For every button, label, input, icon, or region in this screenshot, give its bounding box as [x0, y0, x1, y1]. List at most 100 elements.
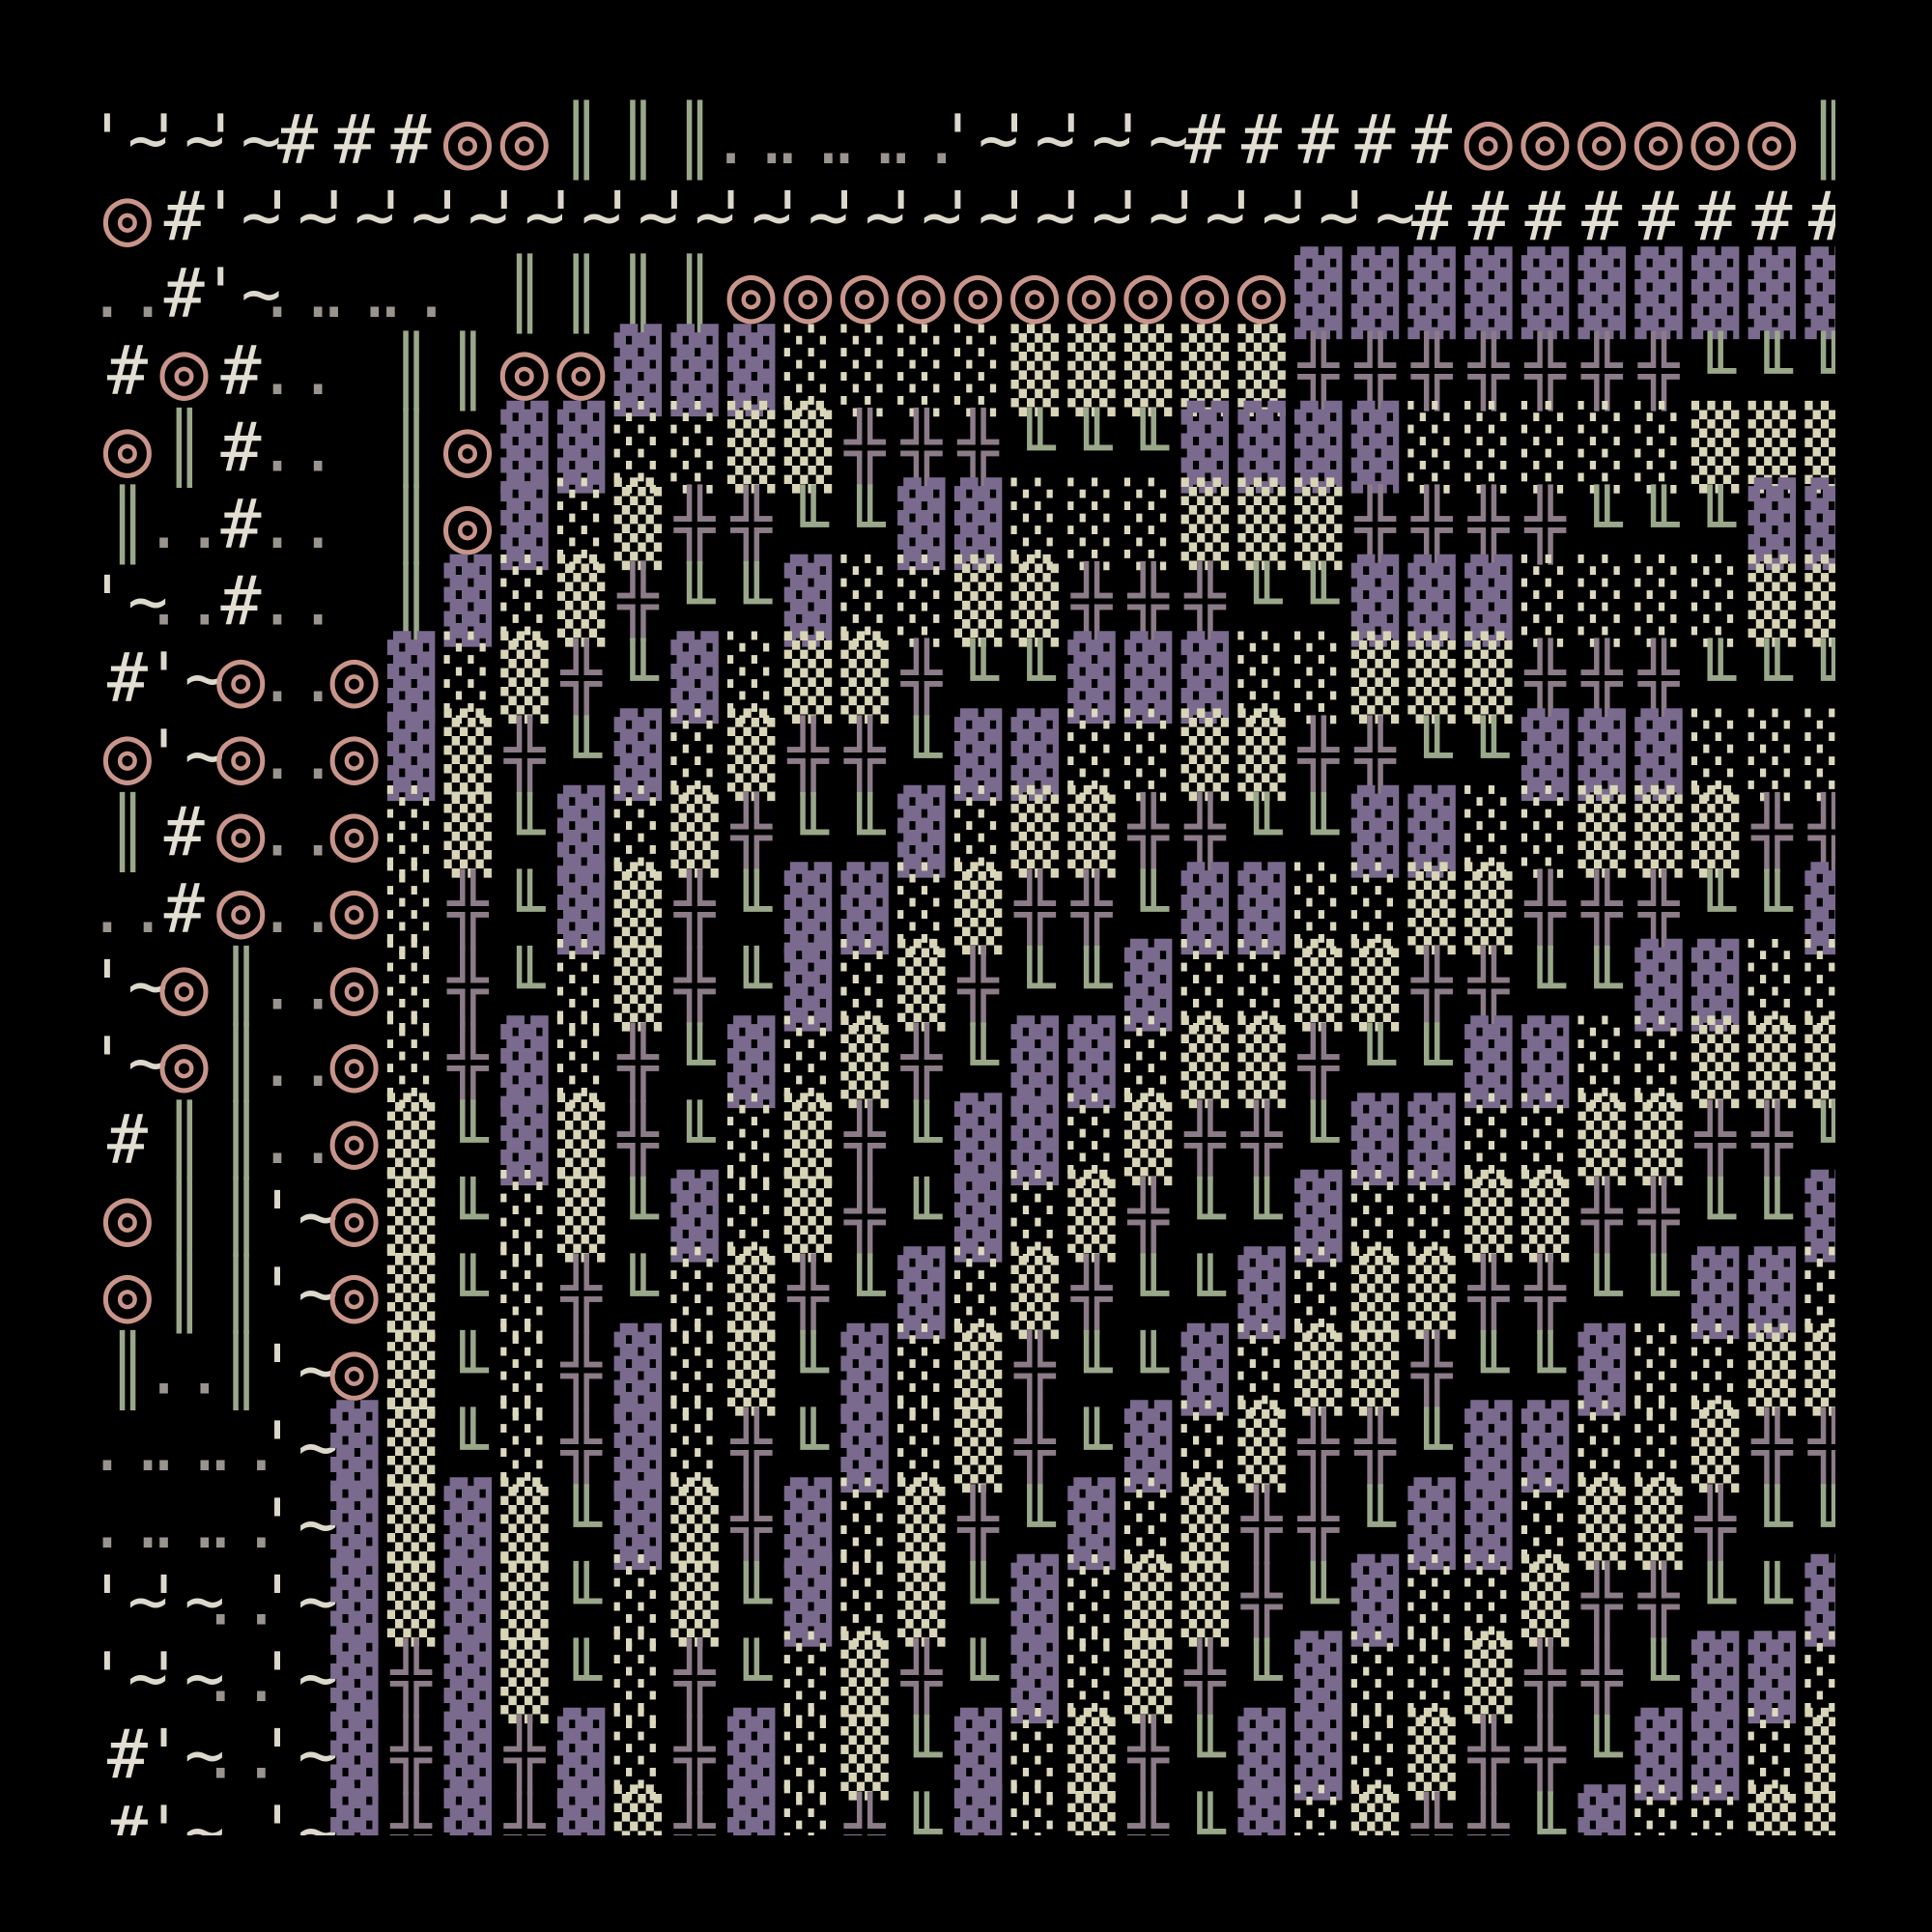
glyph: ░ [784, 1630, 832, 1723]
glyph: ╬ [1297, 1022, 1340, 1103]
glyph: ▒ [557, 554, 606, 647]
glyph: ╙ [957, 1637, 999, 1718]
glyph: ╬ [956, 1484, 999, 1565]
glyph: ▓ [1578, 1323, 1627, 1416]
glyph: '~ [200, 254, 281, 333]
glyph: ░ [784, 1707, 832, 1801]
glyph: ▓ [840, 1401, 889, 1493]
glyph: ╙ [1751, 868, 1793, 949]
glyph: ║ [390, 484, 431, 565]
glyph: ◎ [840, 245, 890, 340]
glyph: ▒ [1748, 400, 1797, 494]
glyph: '~ [257, 178, 338, 257]
glyph: '~ [994, 100, 1075, 180]
glyph: ╬ [843, 715, 886, 796]
glyph: ╬ [730, 484, 773, 565]
glyph: '~ [654, 178, 735, 257]
glyph: ░ [1237, 631, 1285, 724]
glyph: ╬ [1410, 484, 1453, 565]
glyph: ╙ [617, 1176, 659, 1256]
glyph: ▓ [1578, 247, 1627, 340]
glyph: ╬ [1467, 1253, 1510, 1334]
glyph: ▒ [1464, 861, 1513, 954]
glyph: '~ [937, 178, 1018, 257]
glyph: ╙ [1014, 407, 1056, 487]
glyph: ▓ [1464, 1401, 1513, 1493]
glyph: ╬ [1353, 715, 1396, 796]
glyph: ▓ [444, 1554, 493, 1647]
glyph: ◎ [726, 245, 776, 340]
glyph: ▒ [1804, 1322, 1853, 1416]
glyph: ▓ [897, 785, 946, 878]
glyph: # [1241, 100, 1282, 180]
glyph: ▒ [1067, 1169, 1116, 1263]
glyph: ╙ [787, 1406, 829, 1487]
glyph: ▓ [1124, 939, 1173, 1032]
glyph: ▓ [330, 1708, 379, 1801]
glyph: ▓ [1634, 1708, 1683, 1801]
glyph: ╙ [1298, 1560, 1340, 1640]
glyph: ▒ [784, 1169, 833, 1263]
glyph: ╙ [1695, 1560, 1737, 1640]
glyph: ╬ [560, 638, 603, 719]
glyph: ░ [1407, 1630, 1455, 1723]
glyph: ╬ [389, 1715, 432, 1796]
glyph: ▒ [387, 1400, 436, 1493]
glyph: ◎ [330, 861, 380, 955]
glyph: ╙ [1808, 638, 1850, 718]
glyph: .. [200, 1792, 281, 1871]
glyph: ▒ [954, 1400, 1003, 1493]
glyph: ░ [1691, 1784, 1739, 1878]
glyph: ░ [557, 938, 605, 1032]
glyph: ░ [897, 1400, 945, 1493]
glyph: ╙ [901, 1715, 943, 1795]
glyph: ◎ [103, 1168, 153, 1263]
glyph: ░ [614, 1630, 662, 1723]
glyph: ╙ [504, 791, 546, 871]
glyph: ╙ [1128, 868, 1170, 949]
glyph: ╬ [1580, 1176, 1623, 1257]
glyph: ◎ [216, 630, 266, 724]
glyph: ░ [1011, 476, 1059, 570]
glyph: ▒ [1351, 631, 1400, 724]
glyph: ▓ [670, 632, 719, 724]
glyph: '~ [711, 178, 792, 257]
glyph: ░ [1634, 1400, 1682, 1493]
glyph: ▒ [387, 1476, 436, 1570]
glyph: ▓ [1691, 1246, 1740, 1339]
glyph: ▒ [1181, 323, 1230, 416]
glyph: ╬ [1070, 561, 1113, 642]
glyph: ▒ [954, 861, 1003, 954]
glyph: ║ [447, 330, 488, 412]
glyph: ▒ [1691, 400, 1740, 494]
glyph: ░ [1521, 554, 1569, 647]
glyph: ╙ [1695, 1176, 1737, 1256]
glyph: ◎ [953, 245, 1003, 340]
glyph: .. [257, 254, 338, 333]
glyph: ▒ [1748, 554, 1797, 647]
glyph: ╙ [731, 1560, 773, 1640]
glyph: '~ [1164, 178, 1245, 257]
glyph: '~ [994, 178, 1075, 257]
glyph: ◎ [443, 92, 493, 186]
glyph: ║ [164, 407, 205, 488]
glyph: .. [200, 1638, 281, 1718]
glyph: ╙ [957, 1022, 999, 1102]
glyph: ◎ [103, 707, 153, 802]
glyph: '~ [1278, 178, 1359, 257]
glyph: ◎ [1690, 92, 1740, 186]
glyph: ▒ [614, 1784, 663, 1878]
glyph: ░ [954, 323, 1002, 416]
glyph: ▒ [387, 1092, 436, 1185]
glyph: # [220, 485, 261, 564]
glyph: '~ [881, 178, 962, 257]
glyph: ▓ [1351, 554, 1400, 647]
glyph: .. [257, 869, 338, 949]
glyph: ╬ [1013, 1330, 1056, 1411]
glyph: ╬ [786, 715, 829, 796]
glyph: ▒ [1748, 1322, 1797, 1416]
glyph: ║ [164, 1176, 205, 1257]
glyph: ╙ [1581, 484, 1623, 564]
glyph: ░ [670, 1322, 718, 1416]
